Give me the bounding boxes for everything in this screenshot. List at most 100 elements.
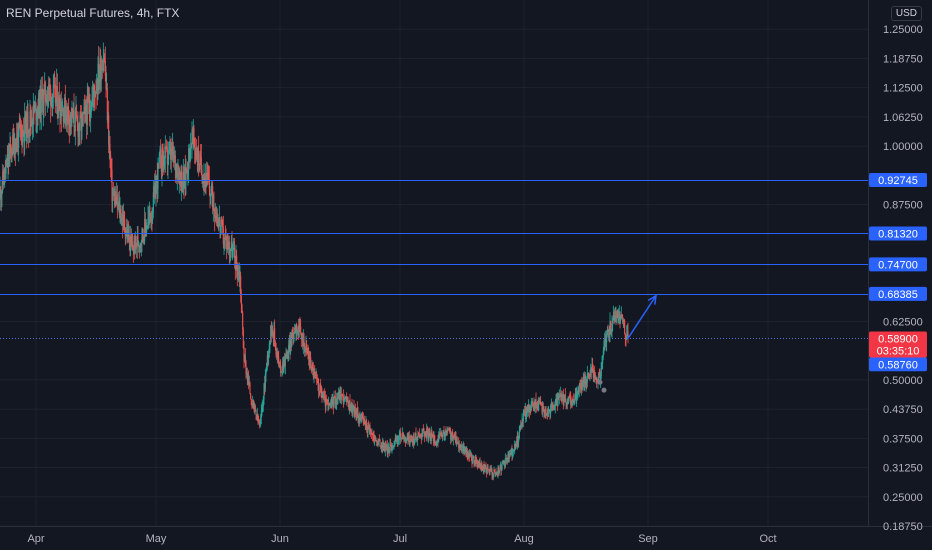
candle-body (585, 380, 587, 385)
candle-body (553, 407, 555, 411)
candle-body (475, 459, 477, 461)
candle-body (202, 180, 204, 182)
candle-body (57, 111, 59, 114)
candle-body (361, 414, 363, 419)
candle-body (217, 222, 219, 228)
candle-body (110, 155, 112, 168)
candle-body (151, 218, 153, 220)
candle-body (177, 172, 179, 176)
candle-body (389, 443, 391, 453)
horizontal-levels[interactable] (0, 180, 868, 339)
candle-body (607, 330, 609, 332)
candle-body (150, 218, 152, 222)
candle-body (487, 466, 489, 470)
candle-body (612, 315, 614, 321)
candle-body (165, 146, 167, 148)
candle-body (285, 354, 287, 358)
candle-body (113, 193, 115, 195)
candle-body (591, 363, 593, 372)
symbol-title[interactable]: REN Perpetual Futures, 4h, FTX (6, 6, 180, 20)
candle-body (50, 88, 52, 106)
candle-body (590, 368, 592, 372)
candle-body (252, 399, 254, 403)
candle-body (276, 354, 278, 355)
price-tick-label: 1.00000 (883, 141, 923, 153)
candle-body (430, 432, 432, 442)
candle-body (511, 449, 513, 456)
candle-body (301, 334, 303, 338)
candle-body (478, 461, 480, 468)
candle-body (98, 75, 100, 83)
candle-body (610, 321, 612, 334)
time-axis[interactable]: Apr May Jun Jul Aug Sep Oct (27, 533, 776, 545)
candle-body (545, 408, 547, 415)
candle-body (173, 156, 175, 159)
candle-body (573, 401, 575, 404)
candle-body (111, 169, 113, 202)
candle-body (470, 453, 472, 455)
candle-body (344, 397, 346, 402)
candle-body (250, 393, 252, 399)
candle-body (569, 397, 571, 399)
candle-body (364, 420, 366, 424)
candle-body (408, 435, 410, 441)
candle-body (286, 352, 288, 355)
candle-body (0, 194, 2, 200)
candle-body (379, 439, 381, 447)
candle-body (153, 192, 155, 194)
candle-body (160, 168, 162, 172)
candle-body (238, 270, 240, 281)
candle-body (353, 405, 355, 415)
currency-badge[interactable]: USD (890, 6, 922, 21)
candle-body (122, 214, 124, 226)
candle-body (625, 337, 627, 340)
candle-body (67, 106, 69, 110)
candle-body (131, 243, 133, 246)
candle-body (263, 383, 265, 400)
candle-body (442, 431, 444, 434)
candle-body (126, 229, 128, 234)
candle-body (347, 397, 349, 401)
candle-body (277, 352, 279, 358)
candle-body (158, 153, 160, 164)
candle-body (432, 436, 434, 442)
candle-body (577, 388, 579, 392)
candle-body (350, 410, 352, 412)
candle-body (620, 318, 622, 321)
candle-body (172, 145, 174, 156)
candle-body (116, 194, 118, 206)
price-axis[interactable]: 1.25000 1.18750 1.12500 1.06250 1.00000 0.875… (883, 24, 923, 533)
candle-body (20, 129, 22, 131)
candle-body (142, 236, 144, 238)
candle-body (140, 243, 142, 245)
candle-body (508, 453, 510, 459)
candle-body (99, 58, 101, 76)
candle-body (250, 398, 252, 405)
candle-body (296, 329, 298, 333)
candle-body (15, 138, 17, 153)
candle-body (586, 373, 588, 383)
candle-body (112, 193, 114, 202)
candle-body (360, 416, 362, 421)
candle-body (525, 407, 527, 416)
candle-body (560, 393, 562, 396)
candle-body (455, 435, 457, 445)
candle-body (382, 441, 384, 449)
candle-body (233, 248, 235, 250)
candle-body (8, 153, 10, 163)
candle-body (128, 235, 130, 241)
candle-body (257, 414, 259, 421)
candle-body (39, 89, 41, 118)
candle-body (90, 109, 92, 112)
candle-body (134, 235, 136, 254)
candle-body (414, 433, 416, 441)
candle-body (518, 438, 520, 442)
candle-body (350, 404, 352, 411)
candle-body (320, 385, 322, 392)
candle-body (52, 98, 54, 109)
candle-body (486, 469, 488, 474)
candle-body (377, 440, 379, 446)
candle-body (502, 462, 504, 464)
candle-body (264, 383, 266, 390)
